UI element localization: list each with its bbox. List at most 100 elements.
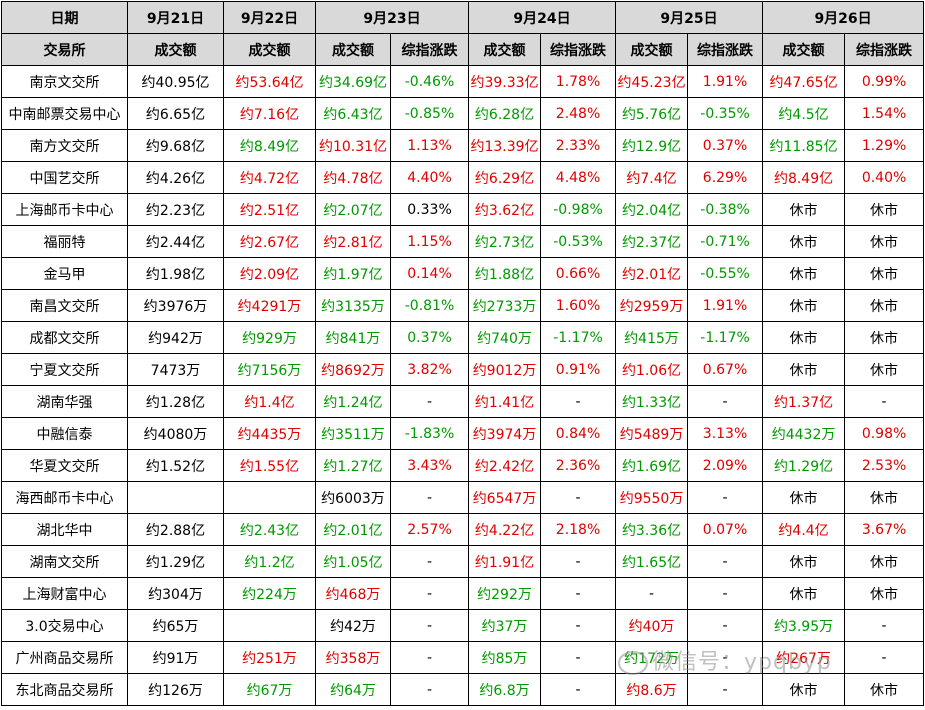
- change-label: 综指涨跌: [687, 33, 764, 66]
- change-cell: 2.53%: [844, 449, 925, 482]
- change-cell: -0.35%: [687, 97, 764, 130]
- change-cell: 2.57%: [389, 513, 470, 546]
- change-cell: 0.99%: [844, 65, 925, 98]
- change-cell: -0.85%: [389, 97, 470, 130]
- change-cell: 1.91%: [687, 289, 764, 322]
- volume-cell: 约1.97亿: [315, 257, 391, 290]
- volume-cell: 约841万: [315, 321, 391, 354]
- volume-cell: 约39.33亿: [468, 65, 542, 98]
- volume-cell: 约942万: [127, 321, 224, 354]
- change-cell: 休市: [844, 545, 925, 578]
- change-cell: -: [540, 385, 617, 418]
- volume-cell: 约3976万: [127, 289, 224, 322]
- change-cell: 3.13%: [687, 417, 764, 450]
- exchange-name: 华夏文交所: [1, 449, 128, 482]
- change-cell: -: [389, 545, 470, 578]
- volume-cell: 约1.41亿: [468, 385, 542, 418]
- volume-cell: 约3.95万: [762, 609, 846, 642]
- volume-cell: 休市: [762, 193, 846, 226]
- volume-cell: 休市: [762, 545, 846, 578]
- volume-cell: 约40万: [615, 609, 689, 642]
- volume-label: 成交额: [615, 33, 689, 66]
- volume-cell: [223, 609, 316, 642]
- exchange-name: 中南邮票交易中心: [1, 97, 128, 130]
- volume-cell: 约13.39亿: [468, 129, 542, 162]
- volume-cell: 约65万: [127, 609, 224, 642]
- change-cell: -: [687, 385, 764, 418]
- volume-cell: 约2733万: [468, 289, 542, 322]
- volume-label: 成交额: [127, 33, 224, 66]
- change-label: 综指涨跌: [844, 33, 925, 66]
- volume-cell: 约1.4亿: [223, 385, 316, 418]
- change-cell: -: [540, 577, 617, 610]
- change-cell: -0.55%: [687, 257, 764, 290]
- volume-label: 成交额: [223, 33, 316, 66]
- change-cell: -: [540, 481, 617, 514]
- table-row: 金马甲 约1.98亿 约2.09亿 约1.97亿 0.14% 约1.88亿 0.66% 约2.…: [1, 257, 925, 290]
- volume-cell: 约2.51亿: [223, 193, 316, 226]
- volume-cell: 约34.69亿: [315, 65, 391, 98]
- volume-cell: 约1.28亿: [127, 385, 224, 418]
- change-cell: -0.38%: [687, 193, 764, 226]
- volume-cell: 约6.29亿: [468, 161, 542, 194]
- volume-cell: 约10.31亿: [315, 129, 391, 162]
- change-cell: 6.29%: [687, 161, 764, 194]
- volume-cell: 约172万: [615, 641, 689, 674]
- table-row: 中南邮票交易中心 约6.65亿 约7.16亿 约6.43亿 -0.85% 约6.28亿 2.…: [1, 97, 925, 130]
- volume-cell: 约1.33亿: [615, 385, 689, 418]
- volume-cell: 约740万: [468, 321, 542, 354]
- change-cell: 4.48%: [540, 161, 617, 194]
- volume-cell: 休市: [762, 321, 846, 354]
- volume-cell: 约6003万: [315, 481, 391, 514]
- change-cell: 休市: [844, 321, 925, 354]
- change-cell: 2.18%: [540, 513, 617, 546]
- volume-cell: 约53.64亿: [223, 65, 316, 98]
- table-row: 东北商品交易所 约126万 约67万 约64万 - 约6.8万 - 约8.6万 - 休市 休市: [1, 673, 925, 706]
- volume-cell: 约6.8万: [468, 673, 542, 706]
- date-0923: 9月23日: [314, 1, 470, 34]
- volume-cell: 约358万: [315, 641, 391, 674]
- volume-cell: 约4.22亿: [468, 513, 542, 546]
- volume-cell: 约2.67亿: [223, 225, 316, 258]
- change-cell: 2.33%: [540, 129, 617, 162]
- volume-cell: 约37万: [468, 609, 542, 642]
- volume-cell: 约85万: [468, 641, 542, 674]
- volume-cell: 约1.2亿: [223, 545, 316, 578]
- volume-cell: 约8692万: [315, 353, 391, 386]
- exchange-name: 南方文交所: [1, 129, 128, 162]
- volume-cell: 约1.37亿: [762, 385, 846, 418]
- change-cell: 0.66%: [540, 257, 617, 290]
- exchange-name: 3.0交易中心: [1, 609, 128, 642]
- change-cell: 1.15%: [389, 225, 470, 258]
- change-cell: 0.84%: [540, 417, 617, 450]
- volume-cell: 约7.4亿: [615, 161, 689, 194]
- table-row: 中融信泰 约4080万 约4435万 约3511万 -1.83% 约3974万 0.84% 约…: [1, 417, 925, 450]
- volume-cell: 休市: [762, 577, 846, 610]
- table-row: 华夏文交所 约1.52亿 约1.55亿 约1.27亿 3.43% 约2.42亿 2.36% 约…: [1, 449, 925, 482]
- volume-cell: 约4.78亿: [315, 161, 391, 194]
- volume-cell: 约12.9亿: [615, 129, 689, 162]
- change-cell: 0.67%: [687, 353, 764, 386]
- volume-cell: 约126万: [127, 673, 224, 706]
- change-cell: 1.13%: [389, 129, 470, 162]
- exchange-label: 交易所: [1, 33, 128, 66]
- volume-cell: 约2.37亿: [615, 225, 689, 258]
- volume-cell: 约3511万: [315, 417, 391, 450]
- volume-cell: 约468万: [315, 577, 391, 610]
- change-cell: -: [687, 609, 764, 642]
- volume-cell: 约6547万: [468, 481, 542, 514]
- change-cell: 休市: [844, 257, 925, 290]
- column-header-row: 交易所 成交额 成交额 成交额 综指涨跌 成交额 综指涨跌 成交额 综指涨跌 成…: [1, 33, 925, 66]
- date-0926: 9月26日: [762, 1, 925, 34]
- exchange-name: 成都文交所: [1, 321, 128, 354]
- volume-cell: -: [615, 577, 689, 610]
- change-cell: 0.98%: [844, 417, 925, 450]
- change-cell: 1.60%: [540, 289, 617, 322]
- change-cell: 0.33%: [389, 193, 470, 226]
- change-cell: -: [389, 673, 470, 706]
- exchange-name: 湖南文交所: [1, 545, 128, 578]
- volume-cell: 约5.76亿: [615, 97, 689, 130]
- change-cell: -0.53%: [540, 225, 617, 258]
- volume-cell: 约4435万: [223, 417, 316, 450]
- change-cell: -1.83%: [389, 417, 470, 450]
